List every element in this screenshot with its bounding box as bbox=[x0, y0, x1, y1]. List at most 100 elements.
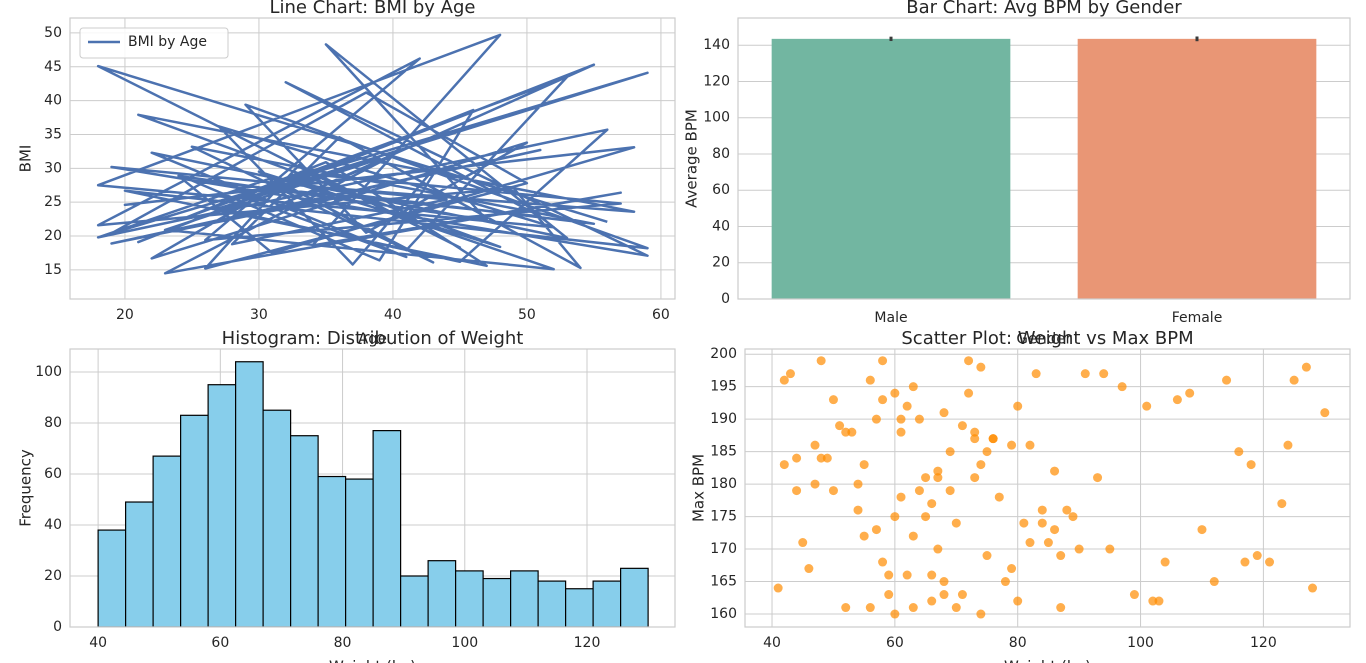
x-tick-label: Male bbox=[874, 310, 907, 326]
hist-bar bbox=[482, 577, 512, 627]
scatter-point bbox=[908, 603, 918, 613]
x-tick-label: 30 bbox=[250, 307, 268, 323]
plot-area bbox=[96, 33, 649, 275]
scatter-point bbox=[773, 583, 783, 593]
scatter-point bbox=[927, 499, 937, 509]
scatter-point bbox=[939, 590, 949, 600]
scatter-point bbox=[896, 427, 906, 437]
scatter-point bbox=[1142, 401, 1152, 411]
y-tick-label: 160 bbox=[710, 606, 737, 622]
scatter-point bbox=[1043, 538, 1053, 548]
scatter-point bbox=[921, 473, 931, 483]
scatter-point bbox=[1013, 596, 1023, 606]
y-tick-label: 80 bbox=[44, 415, 62, 431]
scatter-point bbox=[1080, 369, 1090, 379]
subplot: 0 20 40 60 80 100 120 140 Male Female Bar Chart: A… bbox=[683, 0, 1351, 348]
hist-bar bbox=[427, 560, 457, 627]
plot-area bbox=[773, 356, 1330, 619]
scatter-point bbox=[779, 375, 789, 385]
scatter-point bbox=[865, 603, 875, 613]
scatter-point bbox=[865, 375, 875, 385]
scatter-point bbox=[914, 486, 924, 496]
hist-bar bbox=[125, 501, 154, 627]
scatter-point bbox=[878, 356, 888, 366]
scatter-point bbox=[878, 557, 888, 567]
legend-label: BMI by Age bbox=[128, 34, 207, 50]
scatter-point bbox=[871, 414, 881, 424]
scatter-point bbox=[982, 447, 992, 457]
axes-frame bbox=[744, 348, 1351, 628]
scatter-point bbox=[1154, 596, 1164, 606]
scatter-point bbox=[810, 440, 820, 450]
hist-bar bbox=[537, 580, 567, 627]
hist-bar bbox=[620, 567, 649, 627]
scatter-point bbox=[957, 421, 967, 431]
x-tick-label: 50 bbox=[518, 307, 536, 323]
scatter-point bbox=[896, 414, 906, 424]
scatter-point bbox=[1160, 557, 1170, 567]
scatter-point bbox=[927, 596, 937, 606]
scatter-point bbox=[1283, 440, 1293, 450]
x-tick-label: 40 bbox=[89, 635, 107, 651]
scatter-point bbox=[908, 382, 918, 392]
x-tick-label: 120 bbox=[574, 635, 601, 651]
axes-frame bbox=[737, 17, 1351, 300]
scatter-point bbox=[921, 512, 931, 522]
subplot: 0 20 40 60 80 100 40 60 80 100 120 Histogram: Distr… bbox=[17, 328, 676, 663]
scatter-point bbox=[1019, 518, 1029, 528]
hist-bar bbox=[262, 409, 292, 627]
scatter-point bbox=[1289, 375, 1299, 385]
scatter-point bbox=[970, 434, 980, 444]
scatter-point bbox=[1185, 388, 1195, 398]
x-tick-label: 80 bbox=[1009, 635, 1027, 651]
plot-area bbox=[771, 38, 1317, 299]
chart-title: Histogram: Distribution of Weight bbox=[222, 328, 524, 349]
scatter-point bbox=[1209, 577, 1219, 587]
y-tick-label: 40 bbox=[44, 93, 62, 109]
scatter-point bbox=[1240, 557, 1250, 567]
y-tick-label: 35 bbox=[44, 126, 62, 142]
scatter-point bbox=[1234, 447, 1244, 457]
scatter-point bbox=[810, 479, 820, 489]
x-tick-label: 40 bbox=[763, 635, 781, 651]
y-axis-label: Max BPM bbox=[690, 454, 708, 522]
x-tick-label: 60 bbox=[211, 635, 229, 651]
scatter-point bbox=[1068, 512, 1078, 522]
y-tick-label: 60 bbox=[712, 182, 730, 198]
scatter-point bbox=[957, 590, 967, 600]
y-tick-label: 195 bbox=[710, 379, 737, 395]
scatter-point bbox=[933, 466, 943, 476]
hist-bar bbox=[97, 529, 127, 627]
scatter-point bbox=[841, 603, 851, 613]
scatter-point bbox=[951, 518, 961, 528]
scatter-point bbox=[1277, 499, 1287, 509]
y-tick-label: 30 bbox=[44, 160, 62, 176]
scatter-point bbox=[804, 564, 814, 574]
y-tick-label: 200 bbox=[710, 346, 737, 362]
scatter-point bbox=[970, 473, 980, 483]
scatter-point bbox=[976, 460, 986, 470]
y-tick-label: 60 bbox=[44, 466, 62, 482]
y-tick-label: 40 bbox=[44, 517, 62, 533]
scatter-point bbox=[890, 512, 900, 522]
hist-bar bbox=[345, 478, 374, 627]
y-tick-label: 25 bbox=[44, 194, 62, 210]
y-tick-label: 165 bbox=[710, 574, 737, 590]
scatter-point bbox=[1252, 551, 1262, 561]
scatter-point bbox=[798, 538, 808, 548]
scatter-point bbox=[1013, 401, 1023, 411]
y-axis-label: Average BPM bbox=[683, 109, 701, 208]
scatter-point bbox=[933, 544, 943, 554]
scatter-point bbox=[1056, 603, 1066, 613]
y-axis-label: Frequency bbox=[17, 449, 35, 527]
scatter-point bbox=[1050, 525, 1060, 535]
bar bbox=[1077, 38, 1317, 299]
scatter-point bbox=[792, 453, 802, 463]
x-axis-label: Weight (kg) bbox=[1004, 658, 1091, 663]
x-axis-label: Weight (kg) bbox=[329, 658, 416, 663]
x-tick-label: Female bbox=[1172, 310, 1223, 326]
scatter-point bbox=[792, 486, 802, 496]
y-tick-label: 40 bbox=[712, 218, 730, 234]
scatter-point bbox=[871, 525, 881, 535]
